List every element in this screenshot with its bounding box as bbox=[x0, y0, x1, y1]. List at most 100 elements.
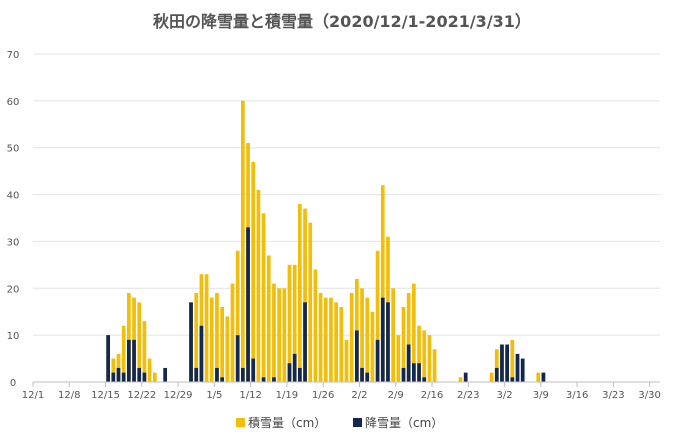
x-tick-label: 2/9 bbox=[388, 390, 404, 401]
y-tick-label: 60 bbox=[7, 97, 20, 108]
snow-depth-bar bbox=[422, 330, 427, 382]
snow-depth-bar bbox=[375, 250, 380, 382]
x-tick-label: 3/30 bbox=[638, 390, 660, 401]
snow-depth-bar bbox=[406, 292, 411, 382]
x-tick-label: 3/23 bbox=[602, 390, 624, 401]
x-tick-label: 2/23 bbox=[457, 390, 479, 401]
snow-depth-bar bbox=[209, 297, 214, 382]
snow-depth-bar bbox=[256, 189, 261, 382]
snow-depth-bar bbox=[370, 311, 375, 382]
snowfall-bar bbox=[199, 325, 204, 382]
snow-depth-bar bbox=[225, 316, 230, 382]
snowfall-bar bbox=[220, 377, 225, 382]
snow-depth-bar bbox=[432, 349, 437, 382]
snowfall-bar bbox=[515, 353, 520, 382]
snow-depth-bar bbox=[396, 335, 401, 382]
snow-depth-bar bbox=[360, 288, 364, 382]
snow-depth-bar bbox=[339, 307, 344, 382]
snow-depth-bar bbox=[494, 349, 499, 382]
snowfall-bar bbox=[386, 302, 390, 382]
snow-depth-bar bbox=[489, 372, 494, 382]
legend: 積雪量（cm） 降雪量（cm） bbox=[236, 415, 443, 430]
snowfall-bars bbox=[106, 227, 546, 382]
snow-depth-bar bbox=[458, 377, 463, 382]
snowfall-bar bbox=[111, 372, 116, 382]
x-tick-label: 3/2 bbox=[496, 390, 512, 401]
snow-depth-bar bbox=[292, 264, 297, 382]
snowfall-bar bbox=[406, 344, 411, 382]
snow-depth-bar bbox=[126, 292, 131, 382]
snow-depth-bar bbox=[137, 302, 142, 382]
y-tick-label: 0 bbox=[10, 378, 16, 389]
legend-label-snow-depth: 積雪量（cm） bbox=[248, 415, 326, 430]
x-tick-label: 1/12 bbox=[239, 390, 261, 401]
snow-depth-bar bbox=[329, 297, 333, 382]
snow-depth-bar bbox=[287, 264, 292, 382]
x-tick-label: 1/5 bbox=[206, 390, 222, 401]
x-tick-label: 12/15 bbox=[91, 390, 120, 401]
snowfall-bar bbox=[189, 302, 193, 382]
snow-depth-bar bbox=[318, 292, 323, 382]
snow-depth-bar bbox=[417, 325, 421, 382]
snow-depth-bar bbox=[411, 283, 416, 382]
snowfall-bar bbox=[251, 358, 256, 382]
snowfall-bar bbox=[116, 367, 121, 382]
snowfall-bar bbox=[137, 367, 142, 382]
snow-depth-bar bbox=[303, 208, 307, 382]
snow-depth-bar bbox=[391, 288, 396, 382]
gridlines bbox=[33, 53, 660, 336]
x-tick-label: 1/19 bbox=[276, 390, 298, 401]
snow-depth-bar bbox=[204, 274, 209, 382]
snowfall-bar bbox=[375, 339, 380, 382]
snowfall-bar bbox=[240, 367, 245, 382]
snow-depth-bar bbox=[111, 358, 116, 382]
snow-depth-bar bbox=[427, 335, 432, 382]
snow-depth-bar bbox=[121, 325, 126, 382]
snow-depth-bar bbox=[323, 297, 328, 382]
snowfall-bar bbox=[235, 335, 240, 382]
y-tick-label: 10 bbox=[7, 331, 20, 342]
snow-depth-bar bbox=[282, 288, 287, 382]
snow-depth-bar bbox=[251, 161, 256, 382]
snow-depth-bar bbox=[230, 283, 235, 382]
snow-depth-bar bbox=[401, 307, 406, 382]
snow-depth-bar bbox=[132, 297, 136, 382]
snowfall-bar bbox=[246, 227, 250, 382]
x-tick-label: 2/2 bbox=[351, 390, 367, 401]
x-tick-label: 1/26 bbox=[312, 390, 334, 401]
snowfall-bar bbox=[541, 372, 546, 382]
snowfall-bar bbox=[261, 377, 266, 382]
snow-depth-bar bbox=[510, 339, 515, 382]
snow-depth-bar bbox=[266, 255, 271, 382]
snow-depth-bar bbox=[142, 321, 147, 382]
y-tick-label: 50 bbox=[7, 144, 20, 155]
snowfall-bar bbox=[272, 377, 276, 382]
snowfall-bar bbox=[500, 344, 504, 382]
snowfall-bar bbox=[494, 367, 499, 382]
x-tick-label: 12/22 bbox=[127, 390, 156, 401]
snow-depth-bar bbox=[215, 292, 219, 382]
snowfall-bar bbox=[354, 330, 359, 382]
legend-label-snowfall: 降雪量（cm） bbox=[365, 416, 443, 430]
snowfall-bar bbox=[287, 363, 292, 382]
snowfall-bar bbox=[505, 344, 510, 382]
x-axis-tick-labels: 12/1 12/8 12/15 12/22 12/29 1/5 1/12 1/19 1/26 2/… bbox=[22, 390, 661, 401]
snow-depth-bar bbox=[308, 222, 313, 382]
snow-depth-bar bbox=[313, 269, 318, 382]
y-tick-label: 30 bbox=[7, 237, 20, 248]
snowfall-bar bbox=[132, 339, 136, 382]
snowfall-bar bbox=[510, 377, 515, 382]
x-tick-label: 2/16 bbox=[421, 390, 443, 401]
snow-depth-bar bbox=[277, 288, 282, 382]
snow-depth-bar bbox=[349, 292, 354, 382]
x-tick-label: 3/9 bbox=[533, 390, 549, 401]
x-tick-label: 12/8 bbox=[58, 390, 80, 401]
snowfall-bar bbox=[380, 297, 385, 382]
snowfall-bar bbox=[360, 367, 364, 382]
snow-depth-bar bbox=[297, 203, 302, 382]
snow-depth-bar bbox=[194, 292, 199, 382]
snowfall-bar bbox=[411, 363, 416, 382]
snowfall-bar bbox=[126, 339, 131, 382]
snow-depth-bar bbox=[365, 297, 370, 382]
